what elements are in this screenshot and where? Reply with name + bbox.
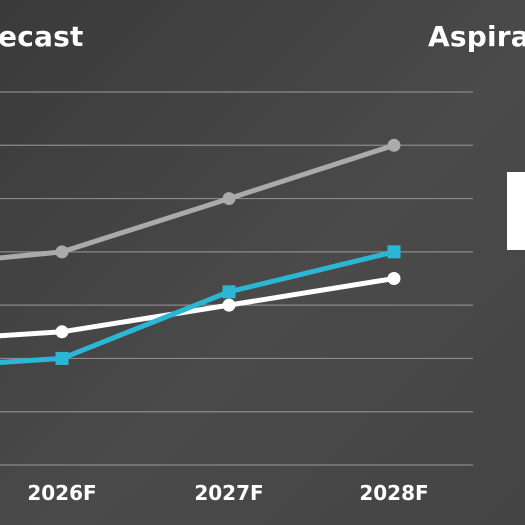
data-point (55, 351, 69, 365)
x-tick-label: 2027F (194, 481, 263, 505)
data-point (55, 325, 69, 339)
data-point (387, 245, 401, 259)
data-point (222, 285, 236, 299)
series-line (0, 249, 397, 365)
series-line (0, 276, 397, 339)
data-point (222, 192, 236, 206)
data-point (222, 298, 236, 312)
series-line (0, 142, 397, 261)
data-point (55, 245, 69, 259)
x-tick-label: 2028F (359, 481, 428, 505)
chart-title-left: ecast (0, 20, 84, 53)
legend-box (507, 172, 525, 250)
chart-title-right: Aspira (428, 20, 525, 53)
data-point (387, 272, 401, 285)
x-tick-label: 2026F (27, 481, 96, 505)
data-point (387, 138, 401, 152)
